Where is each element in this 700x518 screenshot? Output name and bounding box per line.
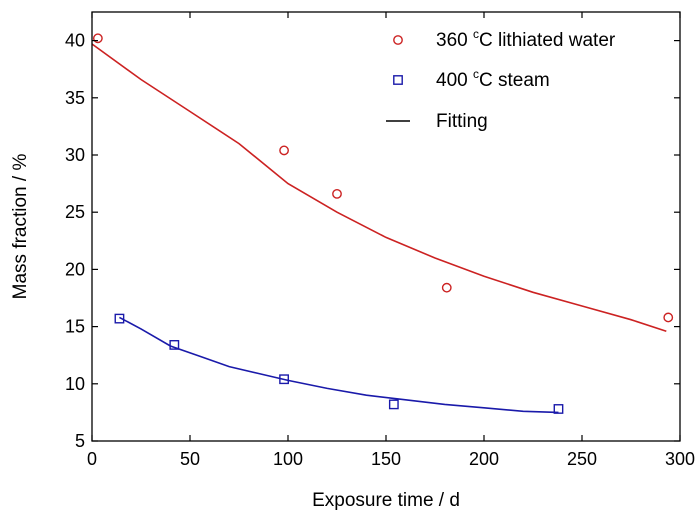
legend-marker-series-0 <box>393 35 403 45</box>
legend-label-series-0: 360 cC lithiated water <box>436 27 616 51</box>
data-point-series-0 <box>332 188 342 199</box>
data-point-series-0 <box>92 33 103 44</box>
y-tick-label: 30 <box>65 145 85 165</box>
fit-line-series-1 <box>119 316 559 414</box>
legend-label-series-1: 400 cC steam <box>436 67 550 91</box>
data-point-series-0 <box>663 312 674 323</box>
legend-marker-series-1 <box>393 75 403 85</box>
data-point-series-0 <box>441 282 452 293</box>
y-tick-label: 10 <box>65 374 85 394</box>
data-point-series-1 <box>169 340 180 350</box>
x-tick-label: 0 <box>87 449 97 469</box>
x-axis-title: Exposure time / d <box>312 490 460 511</box>
y-tick-label: 20 <box>65 259 85 279</box>
legend-label-fitting: Fitting <box>436 111 488 132</box>
x-tick-label: 100 <box>273 449 303 469</box>
x-tick-label: 250 <box>567 449 597 469</box>
y-tick-label: 15 <box>65 317 85 337</box>
plot-marks <box>91 33 674 414</box>
x-tick-label: 150 <box>371 449 401 469</box>
data-point-series-1 <box>114 313 125 324</box>
y-axis-title: Mass fraction / % <box>10 154 31 300</box>
data-point-series-1 <box>388 399 399 410</box>
data-point-series-0 <box>279 145 289 156</box>
x-tick-label: 300 <box>665 449 695 469</box>
fit-line-series-0 <box>91 43 667 332</box>
plot-frame <box>91 11 681 442</box>
data-point-series-1 <box>279 374 289 385</box>
data-point-series-1 <box>553 404 564 414</box>
y-tick-label: 25 <box>65 202 85 222</box>
y-tick-label: 5 <box>75 431 85 451</box>
y-tick-label: 35 <box>65 88 85 108</box>
x-tick-label: 50 <box>180 449 200 469</box>
legend: 360 cC lithiated water 400 cC steam Fittin… <box>386 27 616 132</box>
axes: 0 50 100 150 200 250 300 5 10 15 20 25 30 35 40 <box>65 11 695 469</box>
x-tick-label: 200 <box>469 449 499 469</box>
y-tick-label: 40 <box>65 31 85 51</box>
